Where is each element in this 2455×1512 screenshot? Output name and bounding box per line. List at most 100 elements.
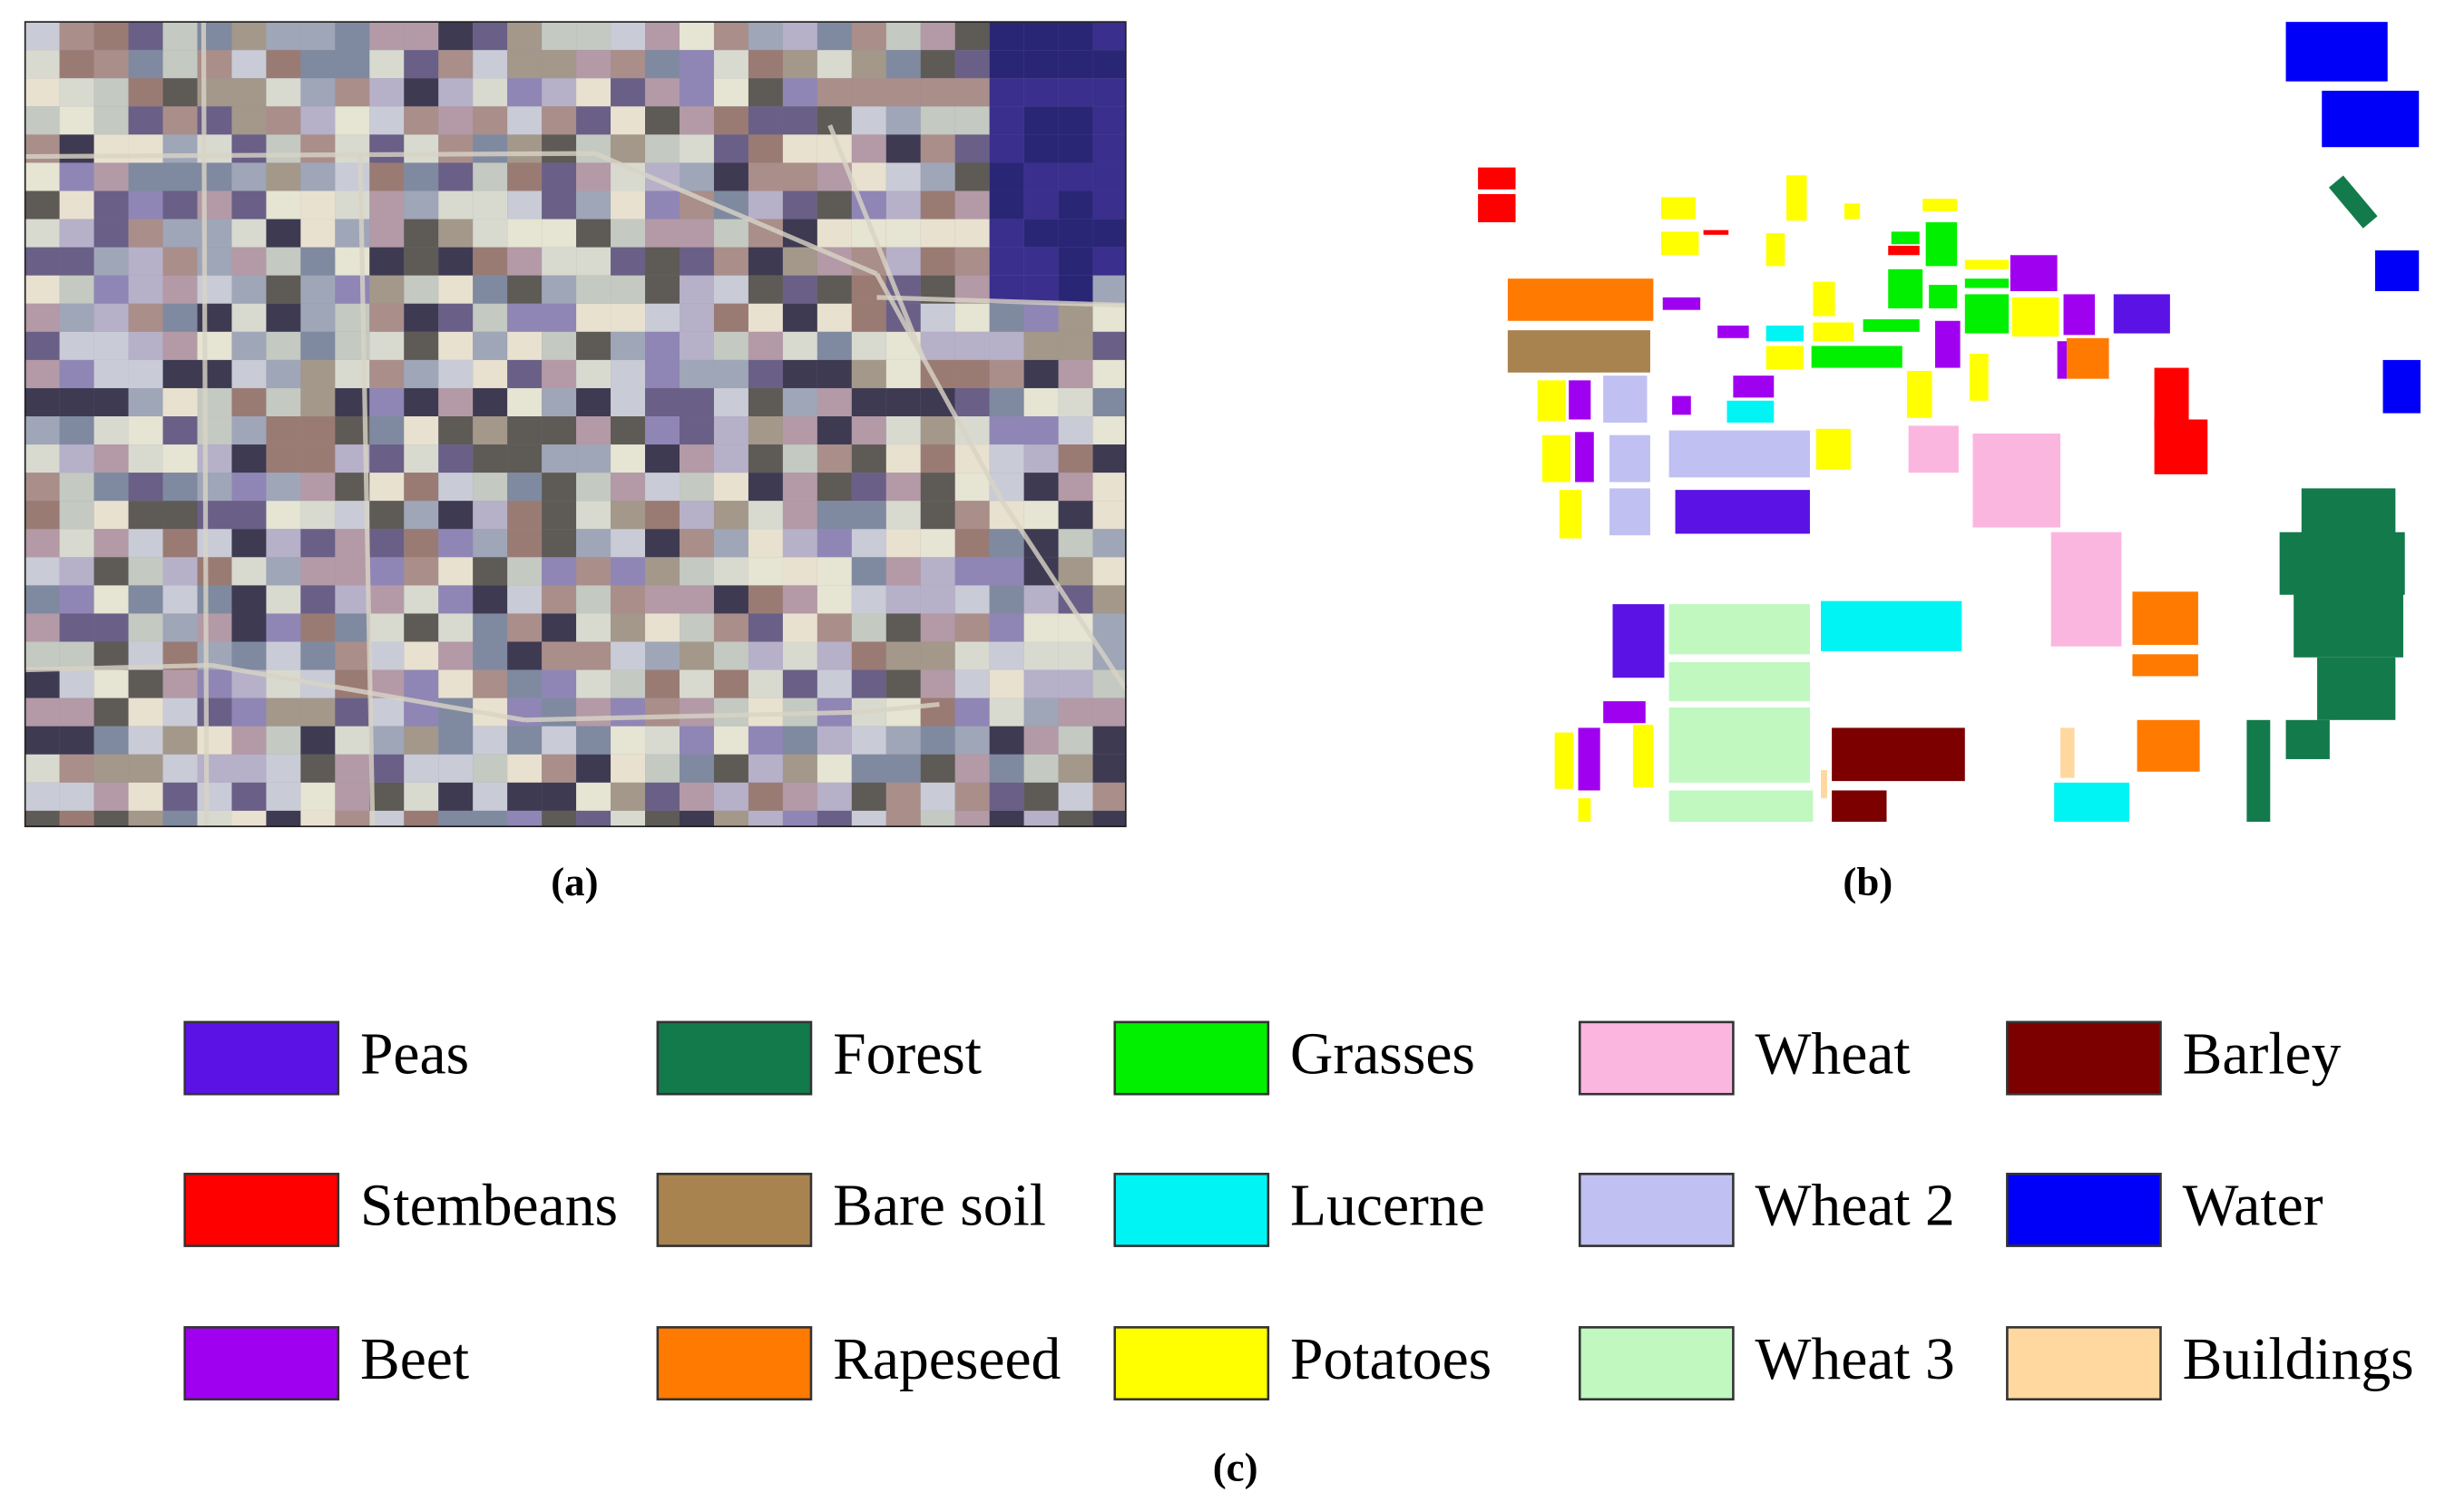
- image-tile: [128, 359, 163, 388]
- image-tile: [300, 473, 336, 502]
- image-tile: [782, 726, 817, 755]
- image-tile: [1023, 78, 1059, 107]
- class-patch: [1925, 222, 1958, 267]
- image-tile: [197, 669, 232, 698]
- class-patch: [2246, 719, 2271, 822]
- class-patch: [2010, 255, 2058, 291]
- image-tile: [576, 810, 611, 827]
- image-tile: [782, 416, 817, 445]
- image-tile: [920, 585, 955, 614]
- image-tile: [335, 641, 370, 670]
- image-tile: [369, 134, 405, 163]
- image-tile: [748, 416, 783, 445]
- class-patch: [1609, 488, 1650, 536]
- image-tile: [128, 78, 163, 107]
- image-tile: [266, 247, 301, 276]
- image-tile: [851, 782, 886, 811]
- class-patch: [1668, 661, 1810, 702]
- image-tile: [404, 106, 439, 135]
- class-patch: [2285, 22, 2388, 82]
- class-patch: [1935, 320, 1961, 368]
- image-tile: [473, 50, 508, 79]
- class-patch: [2050, 532, 2122, 647]
- image-tile: [1092, 473, 1126, 502]
- image-tile: [954, 501, 990, 530]
- legend-label: Water: [2183, 1174, 2323, 1239]
- image-tile: [59, 162, 94, 191]
- image-tile: [93, 585, 129, 614]
- image-tile: [851, 134, 886, 163]
- class-patch: [1726, 400, 1775, 423]
- image-tile: [782, 50, 817, 79]
- image-tile: [473, 134, 508, 163]
- image-tile: [782, 387, 817, 417]
- image-tile: [369, 810, 405, 827]
- image-tile: [611, 473, 646, 502]
- image-tile: [680, 78, 714, 107]
- image-tile: [782, 501, 817, 530]
- image-tile: [954, 557, 990, 586]
- image-tile: [713, 134, 748, 163]
- image-tile: [920, 247, 955, 276]
- image-tile: [611, 331, 646, 360]
- image-tile: [576, 331, 611, 360]
- road: [827, 124, 926, 361]
- image-tile: [817, 669, 852, 698]
- image-tile: [404, 557, 439, 586]
- class-patch: [1554, 732, 1574, 789]
- image-tile: [1023, 247, 1059, 276]
- image-tile: [954, 754, 990, 783]
- image-tile: [1058, 331, 1093, 360]
- class-patch: [1811, 346, 1902, 368]
- image-tile: [231, 162, 267, 191]
- image-tile: [1058, 416, 1093, 445]
- image-tile: [782, 78, 817, 107]
- class-patch: [2054, 782, 2129, 822]
- class-patch: [1765, 233, 1785, 267]
- image-tile: [713, 416, 748, 445]
- image-tile: [59, 219, 94, 248]
- image-tile: [680, 641, 714, 670]
- class-patch: [1906, 370, 1932, 418]
- image-tile: [473, 641, 508, 670]
- road: [24, 151, 595, 160]
- image-tile: [128, 754, 163, 783]
- image-tile: [851, 444, 886, 473]
- image-tile: [1023, 416, 1059, 445]
- road: [201, 22, 210, 827]
- road: [357, 156, 376, 827]
- image-tile: [1058, 22, 1093, 51]
- image-tile: [59, 78, 94, 107]
- image-tile: [1023, 501, 1059, 530]
- image-tile: [542, 162, 577, 191]
- image-tile: [335, 78, 370, 107]
- image-tile: [473, 501, 508, 530]
- image-tile: [851, 331, 886, 360]
- image-tile: [93, 106, 129, 135]
- satellite-image: [24, 21, 1128, 828]
- class-patch: [1603, 701, 1646, 724]
- image-tile: [128, 50, 163, 79]
- class-patch: [2301, 488, 2396, 536]
- image-tile: [473, 247, 508, 276]
- image-tile: [989, 529, 1024, 558]
- image-tile: [438, 275, 474, 304]
- image-tile: [438, 416, 474, 445]
- image-tile: [404, 641, 439, 670]
- image-tile: [576, 78, 611, 107]
- image-tile: [507, 529, 543, 558]
- image-tile: [24, 782, 60, 811]
- image-tile: [162, 78, 198, 107]
- image-tile: [438, 134, 474, 163]
- image-tile: [231, 331, 267, 360]
- image-tile: [369, 641, 405, 670]
- image-tile: [920, 669, 955, 698]
- image-tile: [851, 387, 886, 417]
- image-tile: [59, 641, 94, 670]
- class-patch: [1559, 490, 1582, 539]
- image-tile: [59, 697, 94, 727]
- image-tile: [507, 247, 543, 276]
- image-tile: [300, 331, 336, 360]
- image-tile: [817, 529, 852, 558]
- image-tile: [611, 416, 646, 445]
